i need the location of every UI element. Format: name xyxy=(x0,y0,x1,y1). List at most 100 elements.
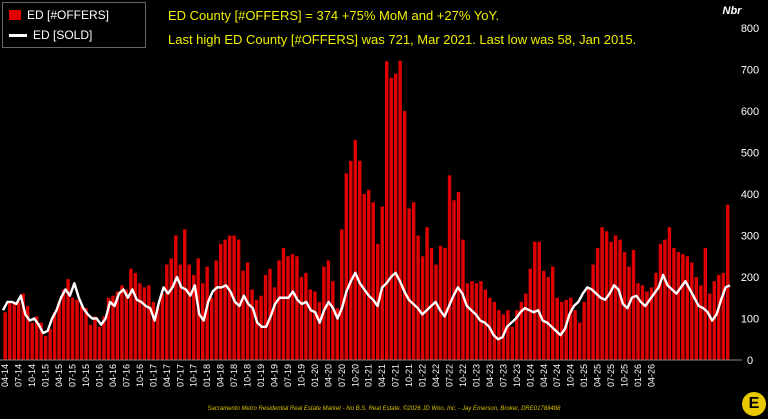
offers-bar xyxy=(147,285,151,360)
x-tick-label: 07-20 xyxy=(337,364,347,387)
offers-bar xyxy=(443,247,447,360)
offers-bar xyxy=(434,264,438,360)
offers-bar xyxy=(34,316,39,360)
offers-bar xyxy=(524,293,528,360)
offers-bar xyxy=(582,301,586,360)
offers-bar xyxy=(636,283,640,360)
x-tick-label: 04-25 xyxy=(593,364,603,387)
x-tick-label: 01-17 xyxy=(148,364,158,387)
offers-bar xyxy=(676,252,681,360)
offers-bar xyxy=(384,61,389,360)
offers-bar xyxy=(492,301,497,360)
offers-bar xyxy=(577,322,582,360)
x-tick-label: 04-14 xyxy=(0,364,10,387)
offers-bar xyxy=(295,256,299,360)
offers-bar xyxy=(631,250,636,360)
x-tick-label: 07-15 xyxy=(68,364,78,387)
y-tick-label: 800 xyxy=(741,23,759,35)
offers-bar xyxy=(591,264,595,360)
offers-bar xyxy=(447,175,452,360)
offers-bar xyxy=(411,202,416,360)
x-tick-label: 10-17 xyxy=(189,364,199,387)
offers-bar xyxy=(645,291,649,360)
offers-bar xyxy=(142,287,147,361)
x-tick-label: 07-17 xyxy=(175,364,185,387)
offers-bar xyxy=(344,173,349,360)
offers-bar xyxy=(371,202,375,360)
offers-bar xyxy=(165,264,169,360)
x-tick-label: 01-20 xyxy=(310,364,320,387)
x-tick-label: 10-25 xyxy=(620,364,630,387)
brand-logo-icon: E xyxy=(742,392,766,416)
y-tick-label: 100 xyxy=(741,314,759,326)
offers-bar xyxy=(470,281,474,360)
x-tick-label: 07-16 xyxy=(121,364,131,387)
y-tick-label: 600 xyxy=(741,106,759,118)
offers-bar xyxy=(124,289,129,360)
x-tick-label: 01-18 xyxy=(202,364,212,387)
offers-bar xyxy=(573,310,577,360)
headline-extremes: Last high ED County [#OFFERS] was 721, M… xyxy=(168,32,637,47)
y-tick-label: 700 xyxy=(741,65,759,77)
legend-label-sold: ED [SOLD] xyxy=(33,28,93,42)
offers-bar xyxy=(618,239,622,360)
offers-bar xyxy=(533,241,537,360)
x-tick-label: 10-20 xyxy=(350,364,360,387)
offers-bar xyxy=(138,283,142,360)
offers-bar xyxy=(420,256,425,360)
offers-bar xyxy=(465,283,470,360)
offers-bar xyxy=(349,160,353,360)
x-tick-label: 04-24 xyxy=(539,364,549,387)
y-axis-ticks: 0 100 200 300 400 500 600 700 800 xyxy=(741,23,759,367)
offers-bar xyxy=(546,277,550,360)
offers-bar xyxy=(560,301,564,360)
offers-bar xyxy=(613,235,618,360)
offers-bar xyxy=(8,301,12,360)
offers-bar xyxy=(245,262,250,360)
x-tick-label: 10-21 xyxy=(404,364,414,387)
x-tick-label: 04-21 xyxy=(377,364,387,387)
offers-bar xyxy=(187,264,191,360)
y-tick-label: 200 xyxy=(741,272,759,284)
offers-bar xyxy=(658,243,663,360)
offers-bar xyxy=(52,312,57,360)
sold-line xyxy=(1,271,731,341)
x-tick-label: 04-17 xyxy=(162,364,172,387)
offers-bar xyxy=(358,160,362,360)
offers-bar xyxy=(627,266,631,361)
offers-bar xyxy=(88,324,93,360)
offers-bar xyxy=(272,287,277,361)
offers-bar xyxy=(48,328,52,361)
x-tick-label: 10-24 xyxy=(566,364,576,387)
x-tick-label: 01-16 xyxy=(94,364,104,387)
offers-bar xyxy=(61,289,66,360)
x-tick-label: 07-22 xyxy=(445,364,455,387)
x-tick-label: 04-22 xyxy=(431,364,441,387)
offers-bar xyxy=(201,283,205,360)
x-tick-label: 01-26 xyxy=(633,364,643,387)
offers-bar xyxy=(12,301,16,360)
offers-bar xyxy=(654,272,658,360)
offers-bar xyxy=(726,204,730,360)
offers-bar xyxy=(70,297,75,360)
offers-bar xyxy=(407,208,411,360)
offers-bar xyxy=(21,293,25,360)
offers-bar xyxy=(393,73,398,361)
offers-bar xyxy=(474,283,479,360)
x-tick-label: 07-23 xyxy=(498,364,508,387)
offers-bar xyxy=(241,270,245,360)
offers-bar xyxy=(236,239,241,360)
offers-bar xyxy=(129,268,133,360)
offers-bar xyxy=(586,287,591,361)
x-tick-label: 10-14 xyxy=(27,364,37,387)
x-tick-label: 01-25 xyxy=(579,364,589,387)
offers-bar xyxy=(57,301,61,360)
offers-bar xyxy=(712,281,716,360)
x-tick-label: 04-15 xyxy=(54,364,64,387)
offers-bar xyxy=(398,60,402,360)
offers-bar xyxy=(214,260,218,360)
offers-bar xyxy=(30,322,34,360)
offers-bar xyxy=(227,235,232,360)
offers-bar xyxy=(192,274,196,360)
